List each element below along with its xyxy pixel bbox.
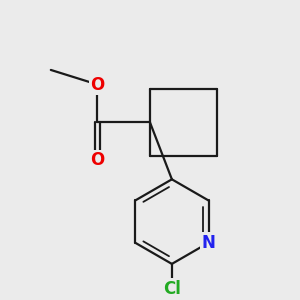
Text: O: O xyxy=(90,152,105,169)
Text: Cl: Cl xyxy=(163,280,181,298)
Text: O: O xyxy=(90,76,105,94)
Text: N: N xyxy=(202,234,215,252)
